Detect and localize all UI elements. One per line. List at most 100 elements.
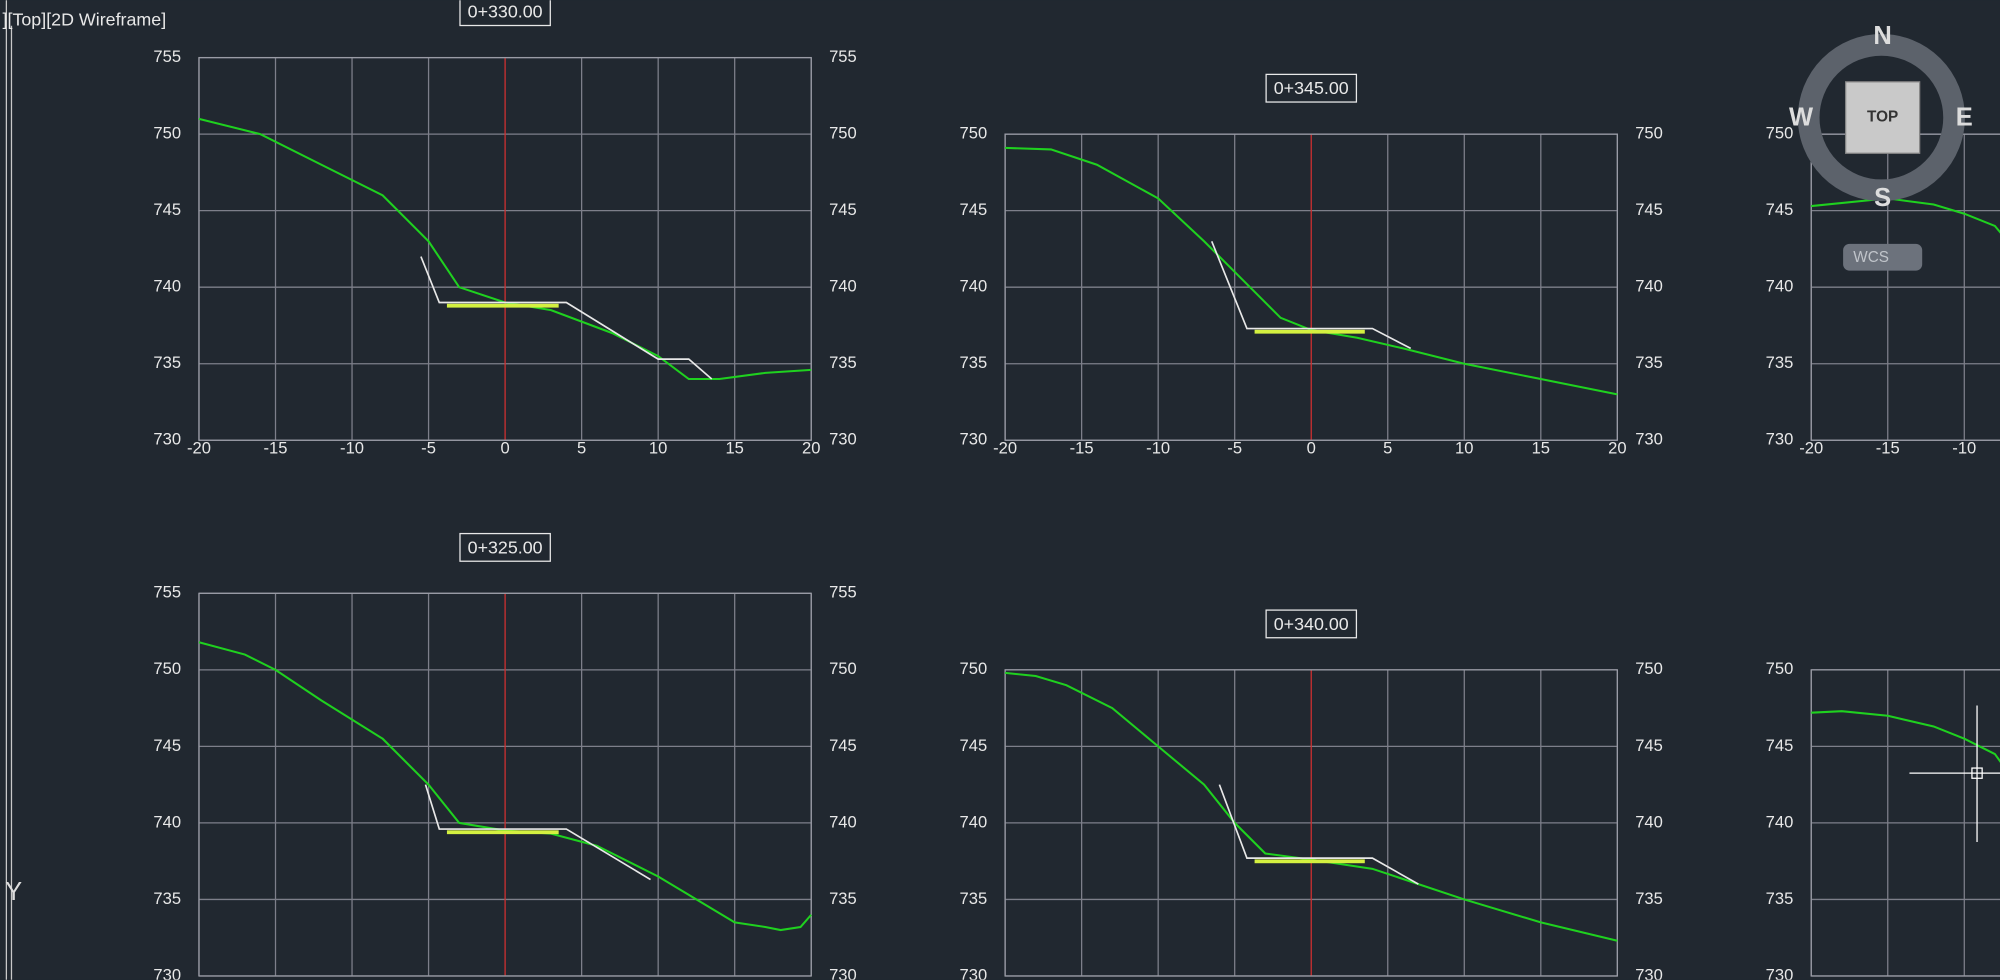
y-tick-label: 740: [153, 812, 181, 831]
plot-frame: [1810, 133, 2000, 441]
y-tick-label-right: 750: [1635, 659, 1663, 678]
y-tick-label-right: 745: [1635, 736, 1663, 755]
x-tick-label: 5: [1383, 439, 1392, 458]
y-tick-label: 740: [153, 277, 181, 296]
plot-frame: [1004, 133, 1618, 441]
design-profile: [1210, 240, 1412, 350]
y-tick-label-right: 755: [829, 47, 857, 66]
y-tick-label: 745: [153, 736, 181, 755]
y-tick-label-right: 755: [829, 583, 857, 602]
y-tick-label-right: 750: [829, 124, 857, 143]
station-box: [1265, 609, 1358, 639]
y-tick-label: 730: [960, 965, 988, 980]
y-tick-label: 750: [1766, 659, 1794, 678]
y-tick-label-right: 735: [1635, 889, 1663, 908]
y-tick-label-right: 730: [1635, 965, 1663, 980]
design-profile: [424, 784, 651, 881]
x-tick-label: 15: [725, 439, 743, 458]
compass-e[interactable]: E: [1956, 104, 1973, 132]
viewcube[interactable]: TOP N S E W WCS: [1789, 22, 1973, 271]
y-tick-label-right: 740: [829, 277, 857, 296]
station-box: [459, 532, 551, 562]
x-tick-label: -20: [187, 439, 211, 458]
y-tick-label-right: 735: [829, 353, 857, 372]
ground-profile: [1811, 710, 2000, 763]
plot-frame: [1810, 669, 2000, 977]
y-tick-label: 730: [1766, 430, 1794, 449]
cross-section: 730 735 740 745 750: [1766, 659, 2000, 980]
x-tick-label: -15: [1070, 439, 1094, 458]
station-box: [1265, 73, 1358, 103]
y-tick-label-right: 735: [829, 889, 857, 908]
y-tick-label: 745: [1766, 200, 1794, 219]
wcs-button[interactable]: [1843, 243, 1923, 271]
x-tick-label: 20: [802, 439, 820, 458]
y-tick-label: 735: [153, 889, 181, 908]
compass-ring[interactable]: [1797, 34, 1965, 202]
pavement: [446, 830, 559, 835]
station-label: 0+330.00: [468, 2, 543, 22]
cross-section: 730 730 735 735 740 740 745 745 750 750 755 755 0+32…: [153, 532, 857, 980]
compass-s[interactable]: S: [1874, 184, 1891, 212]
cross-section: 730 730 735 735 740 740 745 745 750 750 755 755 -20 -…: [153, 0, 857, 458]
y-tick-label: 755: [153, 583, 181, 602]
y-tick-label: 735: [1766, 889, 1794, 908]
y-tick-label: 750: [1766, 124, 1794, 143]
x-tick-label: -20: [1799, 439, 1823, 458]
cross-section: 730 730 735 735 740 740 745 745 750 750 0+340.00: [960, 609, 1663, 980]
viewport-label[interactable]: ][Top][2D Wireframe]: [3, 9, 167, 29]
y-tick-label: 730: [153, 430, 181, 449]
y-tick-label: 745: [960, 200, 988, 219]
x-tick-label: -10: [1146, 439, 1170, 458]
station-label: 0+325.00: [468, 537, 543, 557]
y-tick-label: 735: [960, 353, 988, 372]
cube-face-label[interactable]: TOP: [1867, 109, 1898, 126]
y-tick-label: 755: [153, 47, 181, 66]
y-tick-label-right: 730: [829, 965, 857, 980]
y-tick-label: 750: [153, 124, 181, 143]
y-tick-label: 750: [153, 659, 181, 678]
compass-n[interactable]: N: [1873, 22, 1891, 50]
y-tick-label-right: 740: [829, 812, 857, 831]
y-tick-label: 740: [960, 277, 988, 296]
compass-w[interactable]: W: [1789, 104, 1814, 132]
station-box: [459, 0, 551, 27]
x-tick-label: -15: [264, 439, 288, 458]
crosshair: [1909, 705, 2000, 843]
y-tick-label: 745: [153, 200, 181, 219]
x-tick-label: -5: [421, 439, 436, 458]
y-tick-label: 735: [153, 353, 181, 372]
x-tick-label: -10: [1952, 439, 1976, 458]
x-tick-label: 10: [1455, 439, 1473, 458]
wcs-label[interactable]: WCS: [1853, 249, 1889, 266]
ground-profile: [1005, 146, 1618, 396]
x-tick-label: 15: [1532, 439, 1550, 458]
y-tick-label-right: 745: [1635, 200, 1663, 219]
y-tick-label-right: 740: [1635, 812, 1663, 831]
y-tick-label: 740: [960, 812, 988, 831]
y-tick-label: 740: [1766, 277, 1794, 296]
cube-face[interactable]: [1845, 81, 1921, 154]
y-tick-label-right: 750: [1635, 124, 1663, 143]
y-tick-label-right: 730: [1635, 430, 1663, 449]
plot-frame: [198, 592, 812, 977]
ground-profile: [1005, 671, 1618, 942]
x-tick-label: 10: [649, 439, 667, 458]
x-tick-label: -10: [340, 439, 364, 458]
cross-section: 730 730 735 735 740 740 745 745 750 750 -20 -15 -10 -…: [960, 73, 1663, 458]
y-tick-label: 735: [1766, 353, 1794, 372]
y-tick-label: 745: [1766, 736, 1794, 755]
plot-frame: [198, 56, 812, 441]
y-tick-label: 745: [960, 736, 988, 755]
pavement: [1254, 329, 1365, 334]
y-tick-label: 735: [960, 889, 988, 908]
x-tick-label: 5: [577, 439, 586, 458]
x-tick-label: 20: [1608, 439, 1626, 458]
x-tick-label: 0: [500, 439, 509, 458]
y-tick-label: 740: [1766, 812, 1794, 831]
design-profile: [1218, 784, 1419, 885]
y-tick-label: 730: [153, 965, 181, 980]
